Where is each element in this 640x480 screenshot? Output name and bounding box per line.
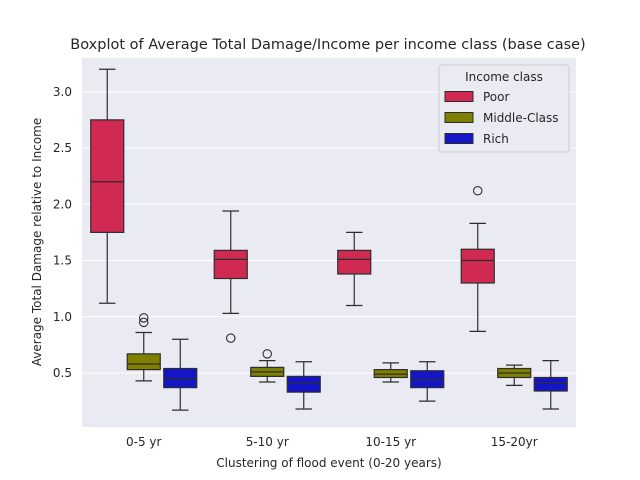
box-poor-3 [460,186,495,332]
outlier-point [472,186,483,196]
box-body [460,248,495,284]
x-tick-label: 5-10 yr [246,435,289,449]
y-axis-label: Average Total Damage relative to Income [30,118,44,366]
box-poor-0 [90,68,125,304]
outlier-point [139,317,149,328]
y-tick-label: 2.5 [53,141,72,155]
outlier-point [262,349,272,359]
x-tick-label: 0-5 yr [126,435,162,449]
legend-label: Rich [483,132,509,146]
legend-label: Poor [483,90,509,104]
box-middle-class-0 [126,313,161,382]
y-tick-label: 2.0 [53,197,72,211]
box-body [337,249,372,275]
outlier-point [139,313,149,323]
box-rich-3 [533,360,568,410]
x-tick-label: 15-20yr [491,435,538,449]
box-body [90,119,125,233]
box-rich-1 [286,361,321,410]
legend-frame [438,64,570,153]
legend-label: Middle-Class [483,111,559,125]
box-body [286,375,321,393]
box-middle-class-1 [250,349,285,383]
box-rich-0 [163,338,198,411]
box-group [90,68,568,411]
y-tick-labels: 0.5 1.0 1.5 2.0 2.5 3.0 [53,85,72,380]
box-body [213,249,248,280]
box-poor-2 [337,231,372,307]
chart-title: Boxplot of Average Total Damage/Income p… [70,37,585,53]
x-axis-label: Clustering of flood event (0-20 years) [216,456,441,470]
box-middle-class-2 [373,362,408,383]
box-middle-class-3 [497,364,532,386]
box-body [126,353,161,371]
y-tick-label: 3.0 [53,85,72,99]
box-body [533,376,568,392]
x-tick-label: 10-15 yr [365,435,416,449]
legend-swatch [444,91,474,102]
legend-items: Poor Middle-Class Rich [444,90,559,146]
y-tick-label: 1.0 [53,310,72,324]
outlier-point [226,333,236,343]
legend-title: Income class [465,70,543,84]
y-tick-label: 1.5 [53,254,72,268]
box-poor-1 [213,210,248,343]
x-tick-labels: 0-5 yr 5-10 yr 10-15 yr 15-20yr [126,435,538,449]
legend: Income class Poor Middle-Class Rich [438,64,570,153]
box-rich-2 [410,361,445,402]
legend-swatch [444,133,474,144]
legend-swatch [444,112,474,123]
y-tick-label: 0.5 [53,366,72,380]
